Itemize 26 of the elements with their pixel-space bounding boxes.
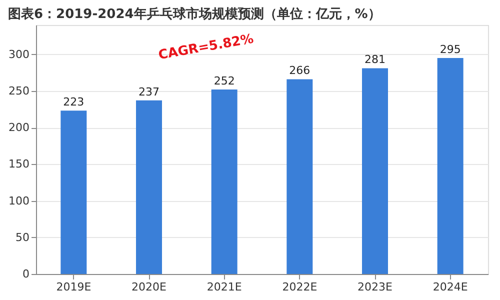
y-tick-label: 250 — [8, 84, 30, 98]
x-tick-label: 2020E — [132, 280, 167, 294]
data-label: 237 — [138, 85, 160, 98]
y-tick-label: 150 — [8, 158, 30, 171]
x-tick-label: 2021E — [206, 280, 242, 294]
y-tick-label: 300 — [8, 48, 30, 61]
y-tick-label: 100 — [8, 194, 30, 208]
y-tick-label: 200 — [8, 121, 30, 134]
x-tick-label: 2023E — [358, 280, 393, 294]
x-tick-label: 2019E — [56, 280, 92, 294]
bar — [60, 110, 87, 274]
data-label: 281 — [364, 53, 386, 66]
bar — [362, 68, 388, 274]
bar — [136, 100, 162, 274]
data-label: 266 — [289, 64, 310, 78]
bar — [286, 79, 313, 274]
chart-title: 图表6：2019-2024年乒乓球市场规模预测（单位：亿元，%） — [8, 6, 381, 22]
bar — [211, 89, 238, 274]
y-tick-label: 0 — [22, 268, 30, 280]
y-tick-label: 50 — [16, 230, 30, 244]
bar — [437, 58, 464, 274]
data-label: 295 — [440, 42, 461, 56]
data-label: 252 — [214, 74, 235, 88]
x-tick-label: 2024E — [432, 280, 468, 294]
data-label: 223 — [63, 96, 84, 109]
x-tick-label: 2022E — [282, 280, 318, 294]
